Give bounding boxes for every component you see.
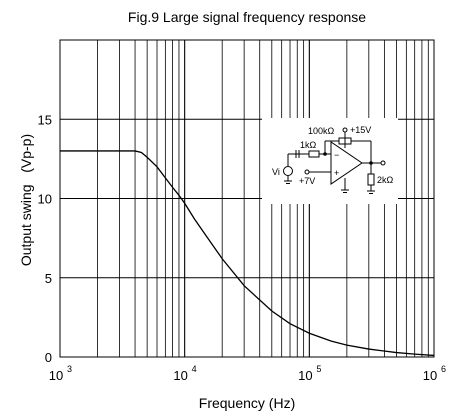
x-tick-label: 10 [298, 368, 312, 383]
x-tick-exponent: 6 [441, 364, 446, 374]
source-label: Vi [272, 167, 280, 177]
inset-background [262, 118, 398, 204]
load-resistor [367, 173, 375, 186]
opamp-symbol [330, 141, 363, 185]
load-resistor-label: 2kΩ [377, 175, 394, 185]
supply-label: +15V [350, 125, 371, 135]
supply-terminal [342, 127, 348, 133]
x-axis-label: Frequency (Hz) [199, 395, 295, 411]
x-tick-label: 10 [49, 368, 63, 383]
x-tick-exponent: 4 [192, 364, 197, 374]
y-tick-label: 5 [45, 271, 52, 286]
plot-frame [59, 39, 435, 358]
bias-label: +7V [299, 176, 315, 186]
opamp-minus: − [334, 150, 339, 160]
inverting-node [323, 152, 327, 156]
signal-source-icon [283, 166, 293, 176]
tick-labels: 10 3 10 4 10 5 10 6 0 5 10 15 [38, 112, 446, 383]
x-tick-label: 10 [423, 368, 437, 383]
x-tick-label: 10 [173, 368, 187, 383]
x-tick-exponent: 5 [316, 364, 321, 374]
input-resistor-label: 1kΩ [300, 140, 317, 150]
y-tick-label: 0 [45, 350, 52, 365]
circuit-inset: − + 100kΩ 1kΩ Vi +7V +15V 2kΩ [262, 118, 398, 204]
output-terminal [380, 160, 386, 166]
y-tick-label: 15 [38, 112, 52, 127]
y-axis-label: Output swing (Vp-p) [18, 134, 34, 266]
series-line [60, 150, 435, 357]
opamp-plus: + [334, 168, 339, 178]
feedback-resistor-label: 100kΩ [308, 126, 335, 136]
input-resistor [308, 150, 320, 158]
y-tick-label: 10 [38, 192, 52, 207]
chart-title: Fig.9 Large signal frequency response [128, 9, 366, 25]
x-tick-exponent: 3 [67, 364, 72, 374]
bias-terminal [304, 169, 310, 175]
